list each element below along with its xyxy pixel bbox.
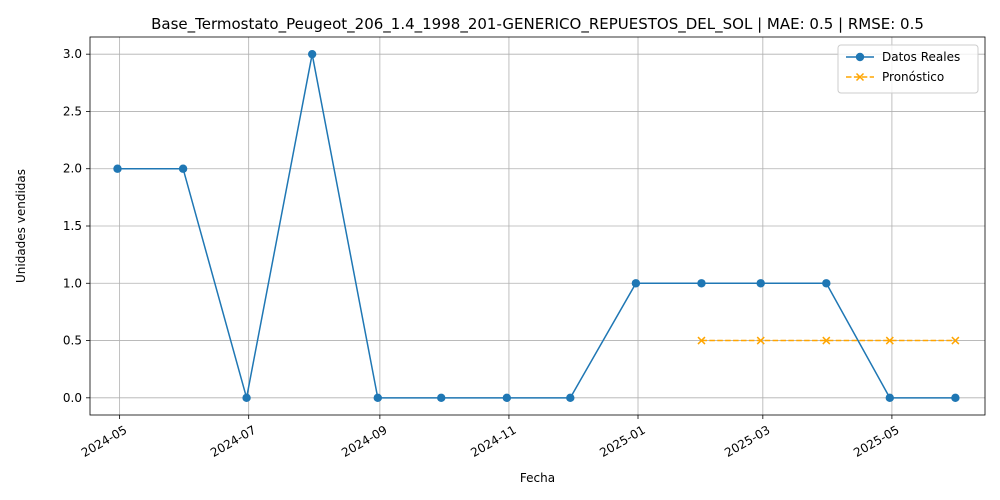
data-point — [951, 393, 960, 403]
data-point — [307, 49, 317, 59]
legend-marker-1 — [855, 72, 865, 82]
chart-title: Base_Termostato_Peugeot_206_1.4_1998_201… — [151, 15, 924, 34]
data-point — [178, 164, 188, 173]
y-tick-label: 0.5 — [63, 334, 82, 348]
forecast-point — [822, 336, 831, 345]
grid — [90, 37, 985, 415]
series-layer — [113, 49, 960, 403]
legend: Datos Reales Pronóstico — [837, 44, 979, 94]
y-tick-label: 0.0 — [63, 391, 82, 405]
data-point — [885, 393, 894, 403]
data-point — [631, 279, 641, 288]
data-point — [373, 393, 382, 403]
series-line-0 — [117, 54, 956, 399]
data-point — [566, 393, 575, 403]
legend-label-1: Pronóstico — [882, 70, 944, 84]
y-tick-label: 2.0 — [63, 162, 82, 176]
forecast-point — [885, 336, 894, 345]
data-point — [242, 393, 251, 403]
data-point — [502, 393, 512, 403]
y-tick-label: 2.5 — [63, 104, 82, 118]
y-tick-label: 1.5 — [63, 219, 82, 233]
legend-label-0: Datos Reales — [882, 50, 960, 64]
legend-marker-0 — [855, 52, 865, 62]
data-point — [697, 279, 706, 288]
x-axis-label: Fecha — [520, 471, 555, 485]
y-tick-label: 1.0 — [63, 276, 82, 290]
data-point — [437, 393, 446, 403]
forecast-point — [951, 336, 960, 345]
y-tick-label: 3.0 — [63, 47, 82, 61]
data-point — [822, 279, 831, 288]
forecast-point — [756, 336, 765, 345]
y-axis-label: Unidades vendidas — [14, 169, 28, 283]
data-point — [756, 279, 765, 288]
forecast-point — [697, 336, 706, 345]
data-point — [113, 164, 122, 173]
